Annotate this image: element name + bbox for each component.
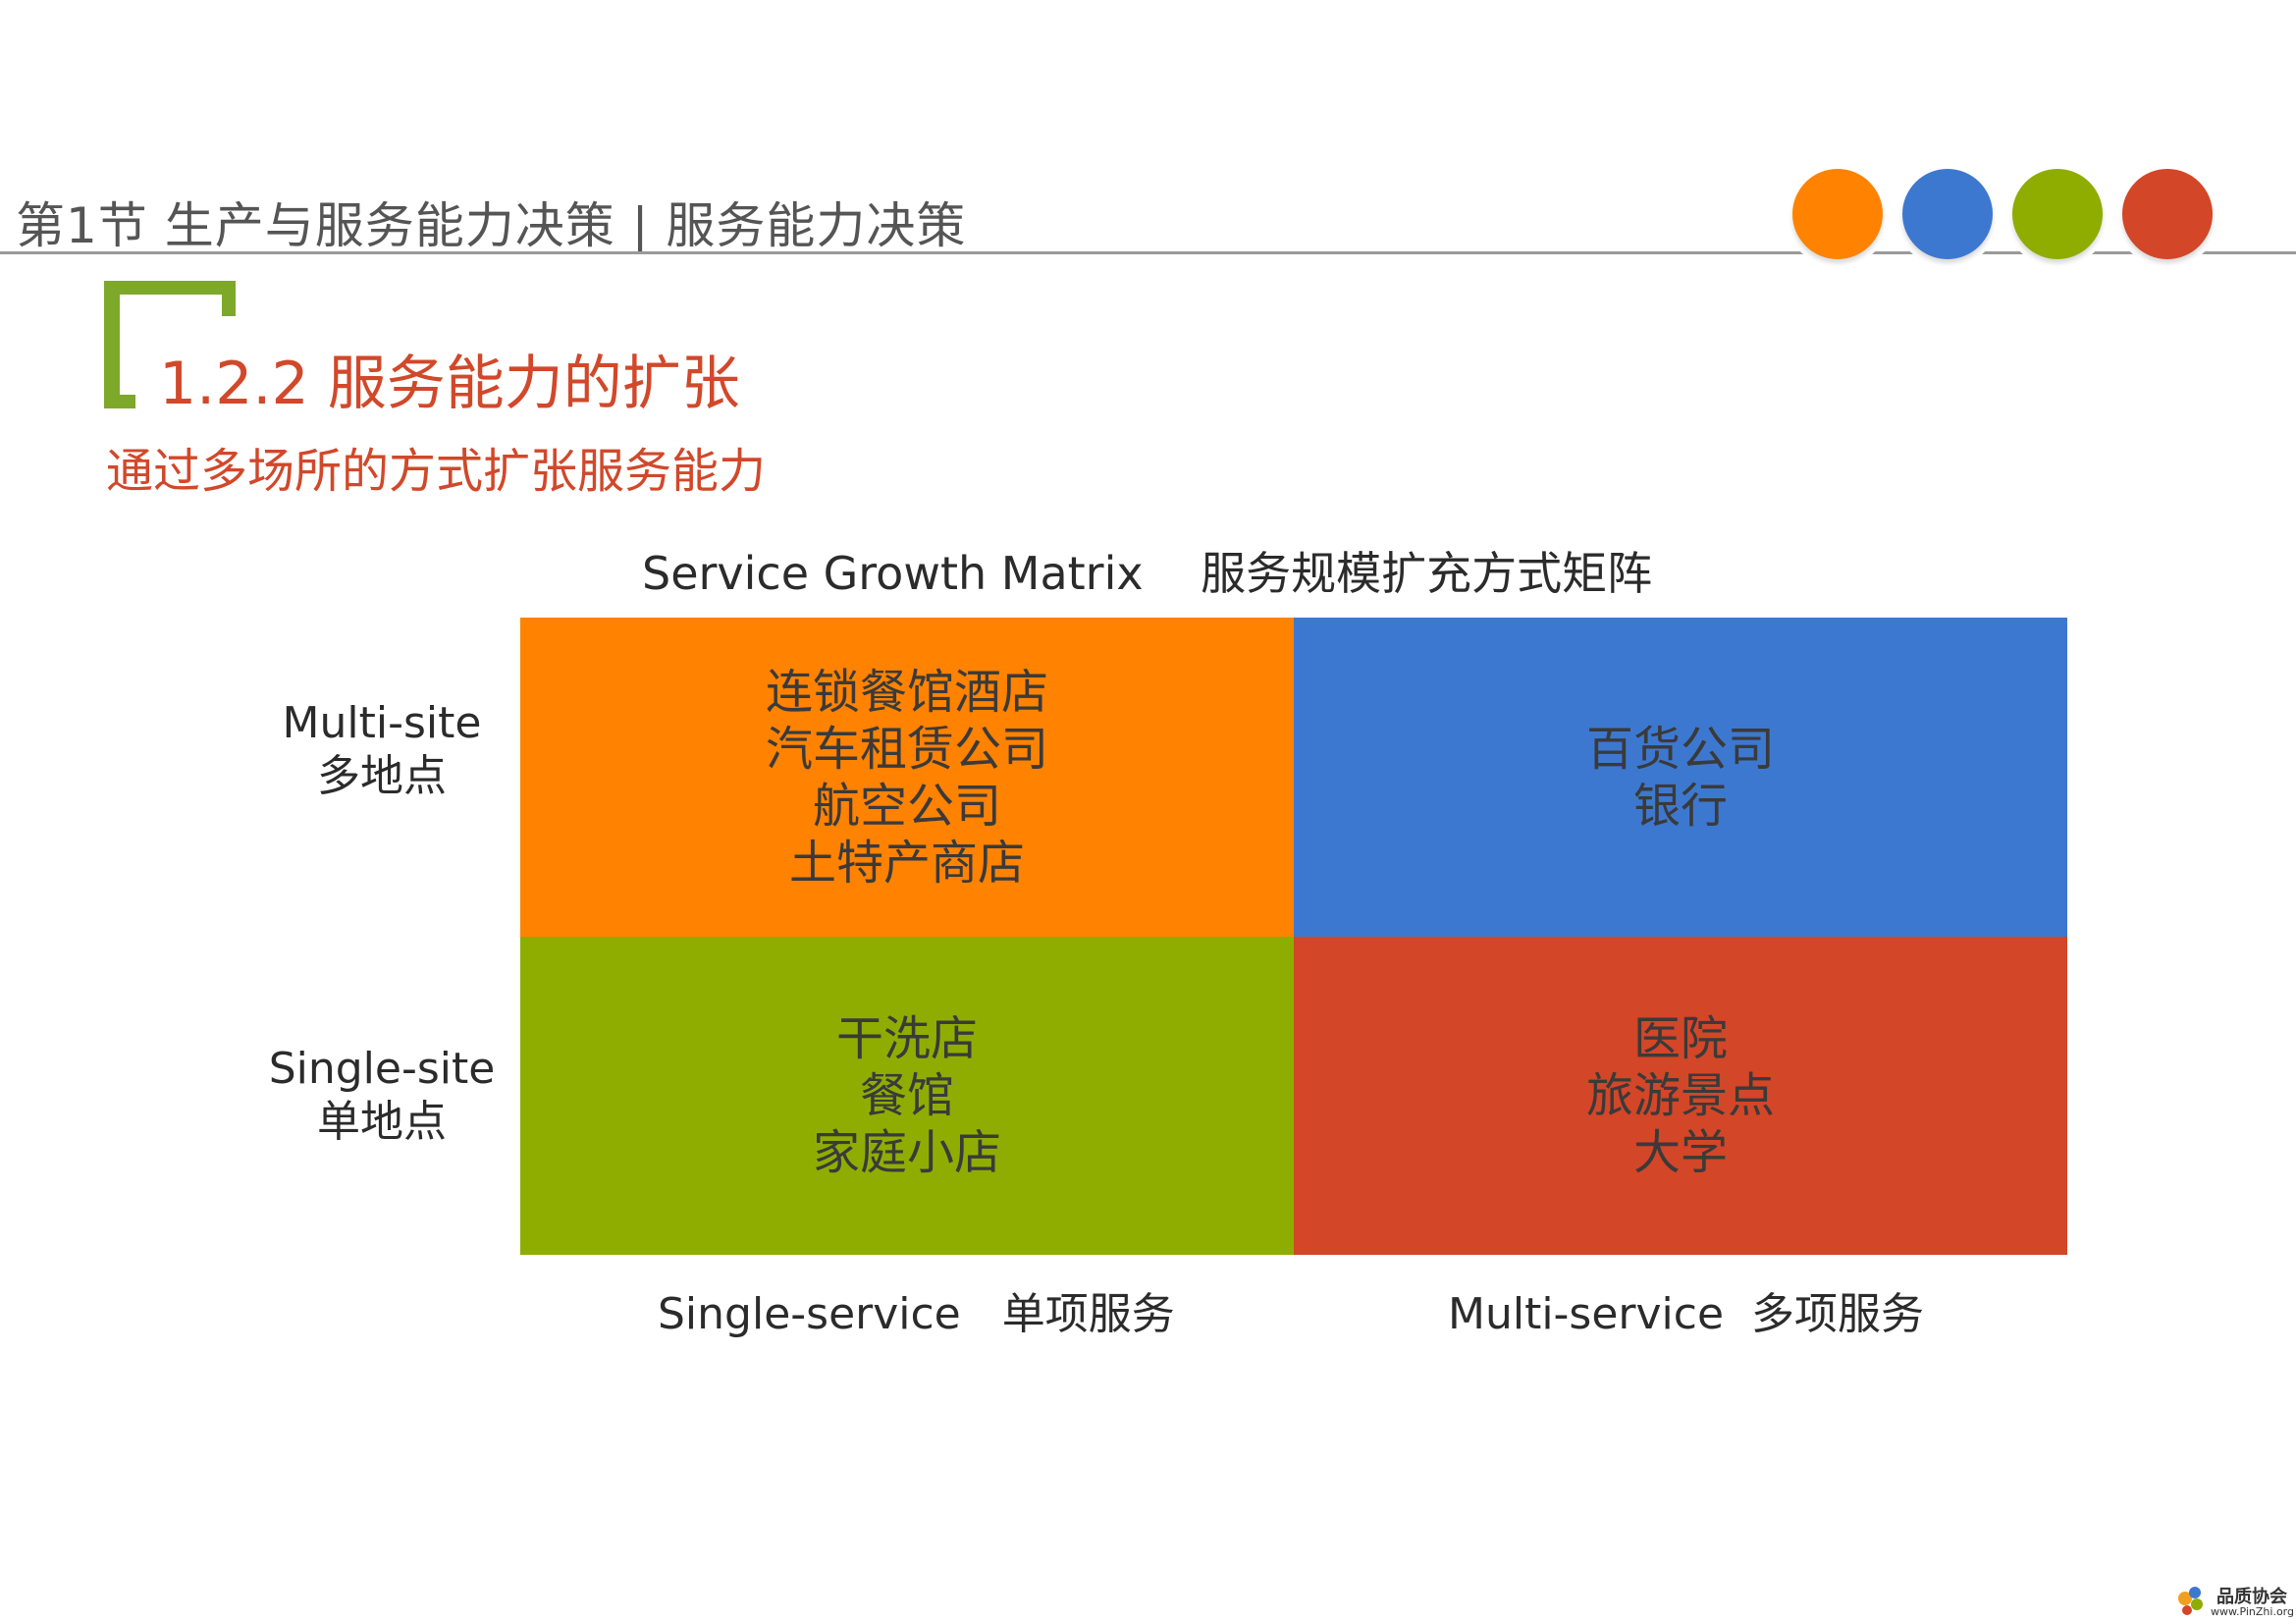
cell-single-site-multi-service: 医院 旅游景点 大学 (1294, 937, 2067, 1255)
section-title: 1.2.2 服务能力的扩张 (159, 350, 740, 418)
cell-item: 医院 (1632, 1011, 1728, 1066)
cell-multi-site-multi-service: 百货公司 银行 (1294, 618, 2067, 937)
cell-item: 百货公司 (1585, 721, 1775, 777)
cell-item: 银行 (1632, 778, 1728, 834)
watermark-name: 品质协会 (2216, 1587, 2287, 1607)
cell-item: 大学 (1632, 1125, 1728, 1180)
cell-item: 旅游景点 (1585, 1068, 1775, 1123)
cell-item: 土特产商店 (788, 835, 1025, 891)
blue-dot (1902, 169, 1993, 259)
section-subtitle: 通过多场所的方式扩张服务能力 (106, 444, 767, 499)
row-label-multi-site: Multi-site 多地点 (259, 697, 505, 803)
row-label-zh: 单地点 (317, 1097, 447, 1147)
cell-multi-site-single-service: 连锁餐馆酒店 汽车租赁公司 航空公司 土特产商店 (520, 618, 1294, 937)
cell-item: 餐馆 (859, 1068, 954, 1123)
cell-item: 连锁餐馆酒店 (765, 664, 1048, 720)
bracket-decoration (104, 281, 236, 408)
cell-item: 汽车租赁公司 (765, 721, 1048, 777)
row-label-en: Multi-site (282, 698, 482, 748)
row-label-en: Single-site (268, 1044, 496, 1094)
cell-single-site-single-service: 干洗店 餐馆 家庭小店 (520, 937, 1294, 1255)
red-dot (2122, 169, 2213, 259)
pinzhi-logo-icon (2178, 1587, 2203, 1615)
column-label-single-service: Single-service 单项服务 (658, 1289, 1175, 1339)
row-label-zh: 多地点 (317, 751, 447, 801)
matrix-title: Service Growth Matrix 服务规模扩充方式矩阵 (642, 547, 1653, 600)
header-title: 第1节 生产与服务能力决策 | 服务能力决策 (16, 197, 967, 254)
watermark-url: www.PinZhi.org (2211, 1605, 2294, 1618)
column-label-multi-service: Multi-service 多项服务 (1448, 1289, 1925, 1339)
row-label-single-site: Single-site 单地点 (259, 1043, 505, 1149)
cell-item: 家庭小店 (812, 1125, 1001, 1180)
header-divider (0, 251, 2296, 254)
green-dot (2012, 169, 2103, 259)
orange-dot (1792, 169, 1883, 259)
cell-item: 干洗店 (835, 1011, 978, 1066)
cell-item: 航空公司 (812, 778, 1001, 834)
